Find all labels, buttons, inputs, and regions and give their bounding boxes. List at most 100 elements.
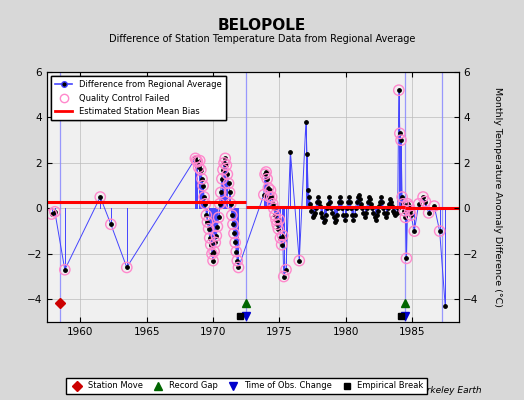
Point bbox=[227, 212, 236, 218]
Point bbox=[282, 266, 290, 273]
Point bbox=[407, 212, 415, 218]
Point bbox=[213, 223, 222, 230]
Point bbox=[303, 151, 311, 157]
Point bbox=[406, 208, 414, 214]
Point bbox=[435, 228, 444, 234]
Point bbox=[202, 212, 211, 218]
Point bbox=[357, 201, 365, 207]
Point bbox=[364, 198, 372, 205]
Point bbox=[220, 160, 228, 166]
Point bbox=[230, 230, 238, 236]
Point bbox=[212, 232, 221, 239]
Point bbox=[233, 258, 242, 264]
Point bbox=[337, 198, 345, 205]
Point bbox=[376, 198, 384, 205]
Point bbox=[216, 189, 225, 196]
Point bbox=[262, 169, 270, 175]
Point bbox=[261, 171, 269, 178]
Point bbox=[322, 212, 330, 218]
Point bbox=[370, 214, 379, 221]
Point bbox=[373, 212, 381, 218]
Point bbox=[202, 212, 211, 218]
Point bbox=[396, 130, 404, 136]
Point bbox=[205, 235, 214, 241]
Point bbox=[295, 258, 303, 264]
Point bbox=[319, 219, 328, 225]
Point bbox=[435, 228, 444, 234]
Point bbox=[200, 194, 209, 200]
Point bbox=[261, 171, 269, 178]
Point bbox=[372, 216, 380, 223]
Point bbox=[204, 226, 213, 232]
Point bbox=[314, 194, 322, 200]
Legend: Difference from Regional Average, Quality Control Failed, Estimated Station Mean: Difference from Regional Average, Qualit… bbox=[51, 76, 226, 120]
Point bbox=[346, 198, 354, 205]
Point bbox=[210, 248, 219, 255]
Point bbox=[356, 196, 364, 202]
Point bbox=[363, 205, 371, 212]
Point bbox=[47, 211, 56, 217]
Point bbox=[379, 205, 387, 212]
Point bbox=[221, 155, 230, 162]
Point bbox=[334, 205, 342, 212]
Point bbox=[341, 216, 349, 223]
Point bbox=[400, 208, 409, 214]
Point bbox=[398, 194, 406, 200]
Point bbox=[410, 228, 419, 234]
Point bbox=[390, 210, 399, 216]
Point bbox=[326, 198, 334, 205]
Point bbox=[339, 212, 347, 218]
Point bbox=[123, 264, 131, 271]
Point bbox=[234, 264, 243, 271]
Point bbox=[191, 155, 200, 162]
Point bbox=[384, 205, 392, 212]
Text: Difference of Station Temperature Data from Regional Average: Difference of Station Temperature Data f… bbox=[109, 34, 415, 44]
Point bbox=[355, 192, 363, 198]
Point bbox=[441, 303, 450, 309]
Point bbox=[263, 176, 271, 182]
Point bbox=[347, 205, 355, 212]
Point bbox=[318, 214, 326, 221]
Point bbox=[267, 194, 276, 200]
Point bbox=[344, 198, 352, 205]
Point bbox=[335, 198, 343, 205]
Point bbox=[395, 87, 403, 93]
Point bbox=[225, 189, 234, 196]
Point bbox=[232, 248, 241, 255]
Text: Berkeley Earth: Berkeley Earth bbox=[416, 386, 482, 395]
Point bbox=[278, 232, 287, 239]
Point bbox=[374, 208, 382, 214]
Point bbox=[96, 194, 104, 200]
Point bbox=[206, 242, 215, 248]
Point bbox=[220, 160, 228, 166]
Point bbox=[267, 194, 276, 200]
Point bbox=[215, 201, 224, 207]
Point bbox=[367, 201, 375, 207]
Point bbox=[219, 166, 227, 173]
Point bbox=[277, 242, 286, 248]
Point bbox=[201, 201, 210, 207]
Point bbox=[193, 158, 202, 165]
Point bbox=[231, 239, 239, 246]
Point bbox=[399, 201, 407, 207]
Point bbox=[352, 205, 360, 212]
Point bbox=[203, 219, 212, 225]
Point bbox=[193, 158, 202, 165]
Point bbox=[263, 176, 271, 182]
Point bbox=[230, 230, 238, 236]
Point bbox=[405, 203, 413, 209]
Point bbox=[338, 205, 346, 212]
Point bbox=[388, 203, 396, 209]
Point bbox=[313, 198, 321, 205]
Point bbox=[361, 214, 369, 221]
Point bbox=[107, 221, 115, 228]
Point bbox=[387, 198, 395, 205]
Point bbox=[358, 205, 366, 212]
Point bbox=[365, 194, 373, 200]
Point bbox=[401, 214, 410, 221]
Point bbox=[430, 203, 439, 209]
Point bbox=[270, 205, 278, 212]
Point bbox=[421, 198, 430, 205]
Point bbox=[309, 212, 318, 218]
Point bbox=[274, 226, 282, 232]
